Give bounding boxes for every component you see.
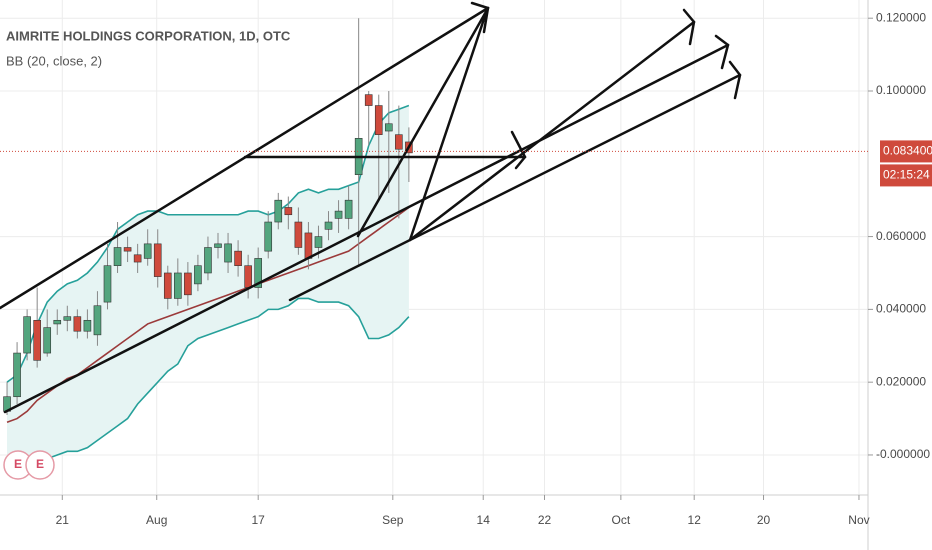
x-tick-label: Sep <box>382 513 404 527</box>
x-tick-label: 17 <box>252 513 266 527</box>
y-tick-label: 0.120000 <box>876 10 926 24</box>
candle-body <box>324 221 333 230</box>
candle-body <box>184 272 192 296</box>
candle-body <box>113 247 122 266</box>
arrow-head <box>470 1 490 34</box>
event-label: E <box>36 457 44 471</box>
y-tick-label: 0.020000 <box>876 374 926 388</box>
countdown-tag <box>880 164 932 187</box>
candle-body <box>294 221 303 248</box>
candle-body <box>334 210 343 219</box>
band-fill <box>7 105 409 466</box>
candle-body <box>73 316 82 332</box>
candle-body <box>123 247 132 252</box>
x-tick-label: 21 <box>56 513 70 527</box>
y-tick-label: 0.040000 <box>876 302 926 316</box>
countdown-label: 02:15:24 <box>883 168 930 182</box>
candle-body <box>63 316 72 321</box>
trend-line <box>0 6 490 310</box>
candle-body <box>244 265 252 288</box>
x-tick-label: 14 <box>477 513 491 527</box>
event-badges: E E <box>3 450 55 480</box>
candle-body <box>264 221 273 252</box>
x-tick-label: Aug <box>146 513 167 527</box>
candle-body <box>224 243 232 263</box>
candle-body <box>314 236 323 248</box>
x-tick-label: Oct <box>612 513 631 527</box>
x-tick-label: 22 <box>538 513 552 527</box>
band-line <box>6 104 410 383</box>
trend-drawings <box>0 1 742 414</box>
candle-body <box>284 207 293 216</box>
candle-body <box>103 265 112 303</box>
y-tick-label: -0.000000 <box>876 447 930 461</box>
candle-body <box>304 232 313 259</box>
candle-body <box>133 254 142 263</box>
candle-body <box>153 243 162 277</box>
x-tick-label: Nov <box>848 513 869 527</box>
candle-body <box>33 319 41 361</box>
trend-line <box>408 20 696 242</box>
candle-body <box>204 247 212 274</box>
candle-body <box>364 94 373 106</box>
event-label: E <box>14 457 22 471</box>
candle-body <box>344 199 353 219</box>
trend-line <box>356 8 489 238</box>
candle-body <box>234 250 242 266</box>
candle-body <box>384 123 393 132</box>
candle-body <box>143 243 152 259</box>
candle-body <box>254 258 262 288</box>
candle-body <box>23 316 31 354</box>
x-tick-label: 12 <box>688 513 702 527</box>
arrow-head <box>728 60 742 100</box>
arrow-head <box>682 8 696 46</box>
candle-body <box>395 134 403 150</box>
candle-body <box>194 265 202 285</box>
candle-body <box>214 243 222 248</box>
price-tag <box>880 140 932 163</box>
trend-line <box>3 43 730 414</box>
indicator-label: BB (20, close, 2) <box>6 53 102 68</box>
candle-body <box>43 327 52 354</box>
candle-body <box>13 352 21 398</box>
price-tag-label: 0.083400 <box>883 144 932 158</box>
candle-body <box>53 319 62 325</box>
candle-body <box>274 199 283 223</box>
band-line <box>7 297 410 467</box>
trend-line <box>288 73 742 302</box>
x-tick-label: 20 <box>757 513 771 527</box>
arrow-head <box>714 34 730 70</box>
candle-body <box>163 272 172 299</box>
y-tick-label: 0.060000 <box>876 229 926 243</box>
candle-body <box>174 272 182 299</box>
candle-body <box>374 105 383 135</box>
chart-title: AIMRITE HOLDINGS CORPORATION, 1D, OTC <box>6 28 291 43</box>
candle-body <box>93 305 102 336</box>
arrow-head <box>510 130 527 170</box>
y-tick-label: 0.100000 <box>876 83 926 97</box>
trend-line <box>408 8 489 242</box>
candle-body <box>83 319 92 332</box>
event-badge[interactable] <box>25 450 55 480</box>
